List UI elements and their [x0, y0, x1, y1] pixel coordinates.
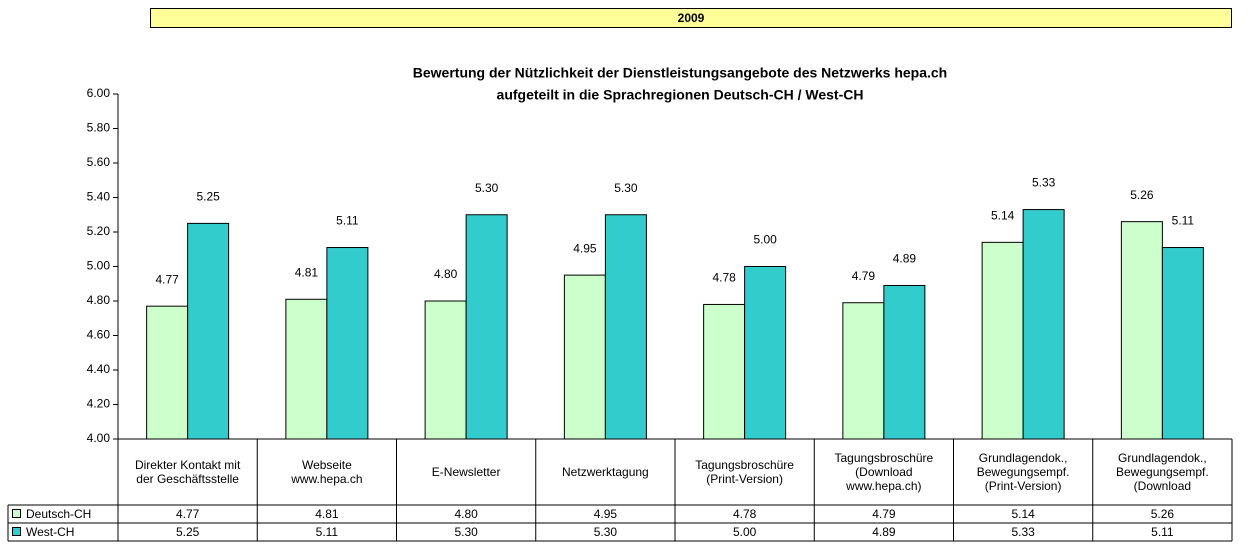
y-tick-label: 5.40	[87, 190, 111, 204]
value-label: 4.78	[712, 271, 736, 285]
bar	[1161, 247, 1204, 440]
y-tick-label: 5.00	[87, 259, 111, 273]
value-label: 5.14	[991, 209, 1015, 223]
table-cell: 5.30	[593, 525, 618, 539]
bar	[981, 241, 1024, 440]
category-label: Grundlagendok., Bewegungsempf. (Print-Ve…	[976, 451, 1070, 493]
bar	[326, 247, 369, 440]
legend-swatch	[12, 527, 21, 536]
category-label: Webseite www.hepa.ch	[291, 458, 363, 486]
value-label: 5.30	[475, 181, 499, 195]
y-tick-label: 5.80	[87, 121, 111, 135]
value-label: 5.11	[1172, 214, 1195, 228]
table-cell: 5.11	[1151, 525, 1174, 539]
y-tick-label: 4.60	[87, 328, 111, 342]
value-label: 5.26	[1130, 188, 1154, 202]
chart-subtitle: aufgeteilt in die Sprachregionen Deutsch…	[497, 87, 864, 103]
y-tick-label: 4.20	[87, 397, 111, 411]
value-label: 4.80	[434, 267, 458, 281]
bar	[187, 222, 230, 440]
bar	[563, 274, 606, 440]
table-cell: 5.26	[1150, 507, 1175, 521]
table-cell: 5.33	[1011, 525, 1035, 539]
table-cell: 4.77	[175, 507, 200, 521]
bar	[424, 300, 467, 440]
value-label: 5.33	[1032, 176, 1056, 190]
bar	[1120, 221, 1163, 440]
value-label: 5.00	[753, 233, 777, 247]
value-label: 4.95	[573, 241, 597, 255]
value-label: 5.25	[196, 190, 220, 204]
bar	[604, 214, 647, 440]
value-label: 4.79	[852, 269, 876, 283]
table-cell: 4.81	[315, 507, 339, 521]
y-tick-label: 5.60	[87, 155, 111, 169]
value-label: 4.77	[155, 272, 179, 286]
category-label: E-Newsletter	[431, 465, 501, 479]
category-label: Direkter Kontakt mit der Geschäftsstelle	[134, 458, 241, 486]
table-cell: 4.78	[732, 507, 757, 521]
bar	[703, 303, 746, 440]
bar	[1022, 209, 1065, 440]
category-label: Tagungsbroschüre (Print-Version)	[695, 458, 794, 486]
table-cell: 5.30	[454, 525, 478, 539]
y-tick-label: 4.40	[87, 362, 111, 376]
y-tick-label: 5.20	[87, 224, 111, 238]
category-label: Grundlagendok., Bewegungsempf. (Download	[1116, 451, 1209, 493]
legend-entry: Deutsch-CH	[8, 505, 118, 523]
table-cell: 5.00	[732, 525, 757, 539]
value-label: 4.89	[893, 252, 917, 266]
table-cell: 4.89	[872, 525, 896, 539]
table-cell: 5.25	[175, 525, 200, 539]
value-label: 5.11	[336, 214, 359, 228]
bar	[146, 305, 189, 440]
table-cell: 5.14	[1011, 507, 1035, 521]
legend-entry: West-CH	[8, 523, 118, 541]
bar	[883, 284, 926, 440]
value-label: 4.81	[295, 265, 319, 279]
chart-title: Bewertung der Nützlichkeit der Dienstlei…	[413, 65, 947, 81]
category-label: Netzwerktagung	[562, 465, 649, 479]
table-cell: 4.79	[872, 507, 896, 521]
table-cell: 4.80	[454, 507, 478, 521]
y-tick-label: 6.00	[87, 86, 111, 100]
bar	[744, 266, 787, 440]
table-cell: 5.11	[315, 525, 339, 539]
bar	[842, 302, 885, 440]
legend-swatch	[12, 509, 21, 518]
table-cell: 4.95	[593, 507, 618, 521]
y-tick-label: 4.80	[87, 293, 111, 307]
y-tick-label: 4.00	[87, 431, 111, 445]
category-label: Tagungsbroschüre (Download www.hepa.ch)	[834, 451, 934, 493]
bar	[285, 298, 328, 440]
year-banner: 2009	[150, 8, 1232, 28]
bar	[465, 214, 508, 440]
value-label: 5.30	[614, 181, 638, 195]
